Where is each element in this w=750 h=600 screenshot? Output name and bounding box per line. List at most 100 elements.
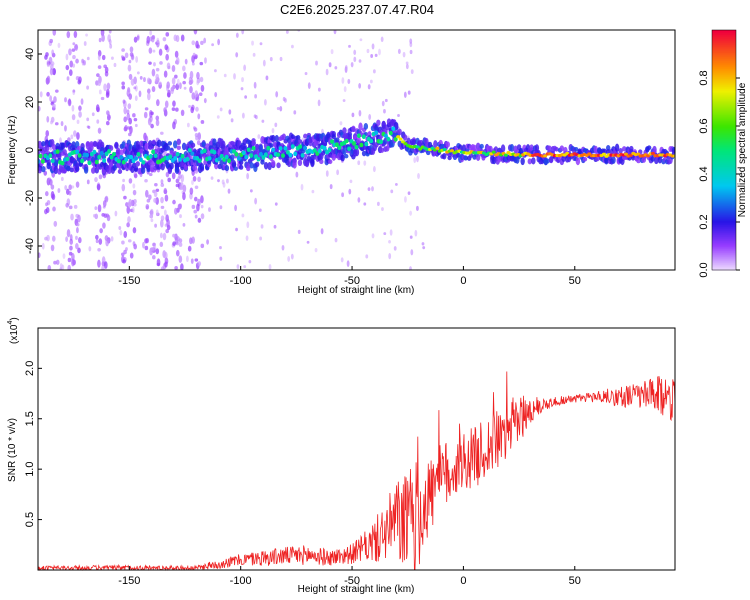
spectrogram-speckle [211, 43, 215, 47]
spectrogram-speckle [160, 131, 164, 135]
spectrogram-speckle [358, 59, 362, 63]
spectrogram-peak-cell [276, 152, 281, 158]
spectrogram-speckle [38, 252, 41, 259]
spectrogram-speckle [166, 84, 169, 92]
spectrogram-speckle [143, 77, 146, 83]
spectrogram-cell [575, 157, 581, 166]
spectrogram-speckle [96, 119, 100, 124]
spectrogram-speckle [159, 241, 164, 247]
spectrogram-speckle [102, 175, 106, 179]
spectrogram-y-tick-label: -40 [24, 238, 36, 254]
spectrogram-speckle [76, 132, 80, 140]
colorbar-cell [712, 62, 736, 65]
spectrogram-cell [212, 138, 217, 146]
spectrogram-speckle [57, 42, 61, 48]
spectrogram-speckle [164, 194, 169, 202]
spectrogram-cell [117, 168, 123, 175]
spectrogram-cell [55, 145, 60, 151]
spectrogram-speckle [68, 98, 71, 105]
spectrogram-peak-cell [398, 137, 403, 141]
colorbar-cell [712, 232, 736, 235]
spectrogram-speckle [293, 110, 297, 115]
spectrogram-speckle [315, 60, 318, 66]
snr-y-tick-label: 0.5 [24, 512, 36, 527]
spectrogram-peak-cell [116, 158, 121, 164]
spectrogram-speckle [121, 48, 125, 52]
spectrogram-speckle [114, 210, 118, 217]
spectrogram-cell [361, 150, 367, 157]
spectrogram-speckle [77, 79, 82, 85]
spectrogram-speckle [371, 43, 375, 50]
spectrogram-speckle [49, 68, 54, 76]
spectrogram-speckle [191, 204, 196, 209]
spectrogram-cell [274, 135, 279, 143]
spectrogram-speckle [127, 64, 132, 72]
colorbar-cell [712, 252, 736, 255]
spectrogram-speckle [240, 87, 244, 91]
spectrogram-speckle [317, 87, 321, 92]
spectrogram-x-tick-label: -150 [118, 275, 140, 287]
colorbar-cell [712, 42, 736, 45]
colorbar-cell [712, 140, 736, 143]
spectrogram-cell [559, 145, 565, 152]
spectrogram-speckle [381, 207, 384, 211]
colorbar-label: Normalized spectral amplitude [737, 82, 748, 217]
spectrogram-speckle [193, 209, 198, 214]
spectrogram-cell [231, 160, 237, 169]
colorbar-cell [712, 186, 736, 189]
colorbar-cell [712, 166, 736, 169]
colorbar-cell [712, 56, 736, 59]
spectrogram-peak-cell [227, 158, 232, 164]
spectrogram-cell [479, 143, 484, 149]
spectrogram-speckle [388, 252, 392, 260]
spectrogram-speckle [163, 70, 168, 78]
spectrogram-cell [165, 145, 171, 151]
spectrogram-peak-cell [281, 153, 285, 158]
spectrogram-peak-cell [99, 151, 104, 156]
spectrogram-speckle [62, 253, 66, 259]
spectrogram-speckle [253, 114, 257, 119]
colorbar-cell [712, 262, 736, 265]
spectrogram-speckle [129, 252, 134, 259]
spectrogram-peak-cell [234, 152, 239, 157]
spectrogram-peak-cell [361, 134, 366, 140]
spectrogram-speckle [195, 106, 199, 112]
spectrogram-speckle [191, 62, 195, 66]
spectrogram-cell [46, 162, 51, 170]
spectrogram-speckle [329, 184, 333, 190]
spectrogram-peak-cell [246, 147, 251, 153]
spectrogram-speckle [144, 238, 148, 244]
spectrogram-peak-cell [173, 155, 178, 161]
spectrogram-speckle [46, 75, 51, 84]
spectrogram-x-axis-label: Height of straight line (km) [298, 285, 415, 296]
spectrogram-speckle [197, 176, 201, 183]
spectrogram-speckle [75, 181, 80, 188]
spectrogram-peak-cell [251, 145, 256, 151]
spectrogram-cell [442, 153, 447, 160]
spectrogram-speckle [47, 64, 50, 68]
spectrogram-peak-cell [298, 144, 303, 149]
spectrogram-speckle [246, 172, 250, 180]
spectrogram-speckle [191, 92, 196, 100]
spectrogram-speckle [148, 194, 152, 200]
spectrogram-cell [254, 161, 260, 168]
spectrogram-speckle [145, 205, 149, 210]
spectrogram-x-tick-label: 50 [569, 275, 581, 287]
spectrogram-speckle [290, 253, 294, 260]
colorbar-cell [712, 112, 736, 115]
spectrogram-cell [445, 141, 451, 148]
colorbar-tick-label: 0.6 [698, 118, 710, 133]
spectrogram-speckle [45, 202, 48, 207]
spectrogram-cell [201, 141, 206, 147]
spectrogram-speckle [97, 54, 101, 61]
spectrogram-speckle [68, 190, 72, 196]
spectrogram-speckle [71, 48, 76, 52]
spectrogram-speckle [52, 68, 56, 76]
spectrogram-speckle [306, 240, 310, 244]
spectrogram-speckle [101, 212, 106, 217]
spectrogram-speckle [123, 106, 128, 115]
spectrogram-cell [303, 133, 308, 139]
spectrogram-speckle [348, 188, 352, 195]
spectrogram-speckle [95, 104, 100, 112]
colorbar-cell [712, 108, 736, 111]
